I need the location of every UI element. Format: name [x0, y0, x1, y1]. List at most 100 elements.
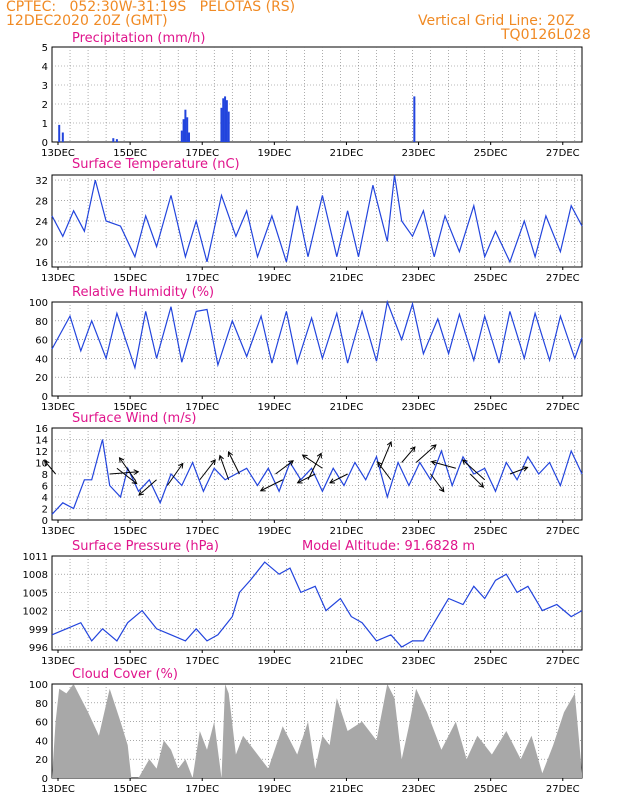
cloud-xtick: 19DEC	[257, 784, 291, 795]
pressure-subtitle: Model Altitude: 91.6828 m	[302, 539, 475, 554]
cloud-ytick: 20	[35, 755, 48, 766]
pressure-xtick: 15DEC	[113, 656, 147, 667]
precip-bar	[227, 111, 230, 142]
precip-bar	[188, 132, 191, 142]
precip-bar	[180, 130, 183, 142]
precip-ytick: 0	[42, 138, 48, 149]
cloud-ytick: 80	[35, 699, 48, 710]
temp-series-line	[51, 174, 583, 264]
wind-ytick: 16	[35, 424, 48, 435]
wind-vector	[509, 466, 528, 475]
wind-ytick: 10	[35, 459, 48, 470]
wind-vector-head	[138, 490, 144, 496]
wind-vector-head	[522, 466, 529, 472]
wind-vector	[377, 461, 392, 481]
pressure-xtick: 23DEC	[402, 656, 436, 667]
rh-ytick: 20	[35, 373, 48, 384]
wind-vector	[166, 463, 184, 486]
wind-vector-head	[430, 460, 437, 466]
run-code: TQ0126L028	[501, 27, 591, 43]
rh-ytick: 0	[42, 392, 48, 403]
wind-ytick: 12	[35, 447, 48, 458]
cloud-ytick: 0	[42, 774, 48, 785]
wind-vector-head	[316, 452, 322, 459]
rh-title: Relative Humidity (%)	[72, 285, 214, 300]
wind-vector	[228, 451, 240, 475]
precip-xtick: 17DEC	[185, 148, 219, 159]
precip-bar	[220, 107, 223, 142]
wind-vector	[297, 473, 316, 484]
wind-ytick: 0	[42, 516, 48, 527]
wind-vector	[401, 446, 416, 463]
wind-vector	[260, 479, 283, 492]
rh-ytick: 100	[29, 298, 48, 309]
pressure-xtick: 27DEC	[546, 656, 580, 667]
precip-ytick: 2	[42, 100, 48, 111]
temp-title: Surface Temperature (nC)	[72, 157, 240, 172]
pressure-xtick: 13DEC	[41, 656, 75, 667]
wind-vector	[44, 460, 56, 475]
temp-xtick: 23DEC	[402, 273, 436, 284]
wind-vector-head	[377, 461, 383, 468]
precip-xtick: 19DEC	[257, 148, 291, 159]
temp-xtick: 25DEC	[474, 273, 508, 284]
pressure-xtick: 21DEC	[330, 656, 364, 667]
precip-bar	[224, 96, 227, 142]
cloud-title: Cloud Cover (%)	[72, 667, 178, 682]
wind-vector	[469, 473, 484, 488]
wind-vector	[462, 459, 485, 481]
rh-xtick: 21DEC	[330, 402, 364, 413]
precip-xtick: 21DEC	[330, 148, 364, 159]
rh-ytick: 40	[35, 354, 48, 365]
wind-vector	[302, 454, 323, 469]
wind-vector-head	[178, 462, 184, 469]
wind-ytick: 8	[42, 470, 48, 481]
temp-xtick: 27DEC	[546, 273, 580, 284]
wind-vector-head	[301, 454, 308, 460]
cloud-xtick: 25DEC	[474, 784, 508, 795]
wind-xtick: 21DEC	[330, 526, 364, 537]
pressure-ytick: 1005	[23, 588, 48, 599]
wind-vector	[431, 461, 456, 469]
precip-title: Precipitation (mm/h)	[72, 31, 205, 46]
precip-bar	[413, 96, 416, 142]
wind-ytick: 14	[35, 436, 48, 447]
temp-xtick: 13DEC	[41, 273, 75, 284]
wind-vector	[119, 457, 136, 481]
pressure-series-line	[51, 561, 583, 648]
cloud-cover-area	[52, 684, 582, 778]
cloud-xtick: 17DEC	[185, 784, 219, 795]
precip-bar	[184, 109, 187, 142]
precip-xtick: 27DEC	[546, 148, 580, 159]
precip-ytick: 5	[42, 43, 48, 54]
precip-ytick: 3	[42, 81, 48, 92]
precip-xtick: 15DEC	[113, 148, 147, 159]
pressure-xtick: 25DEC	[474, 656, 508, 667]
wind-vector-head	[131, 478, 138, 485]
rh-ytick: 80	[35, 317, 48, 328]
wind-xtick: 17DEC	[185, 526, 219, 537]
wind-xtick: 23DEC	[402, 526, 436, 537]
wind-vector-head	[329, 478, 336, 484]
wind-vector	[219, 455, 230, 480]
wind-vector-head	[386, 440, 393, 447]
wind-vector	[199, 459, 216, 481]
temp-ytick: 20	[35, 237, 48, 248]
cloud-ytick: 40	[35, 736, 48, 747]
wind-vector-head	[288, 460, 294, 466]
wind-vector	[109, 471, 139, 475]
wind-ytick: 2	[42, 505, 48, 516]
wind-vector-head	[118, 456, 125, 463]
wind-vector-head	[430, 444, 437, 450]
precip-bar	[225, 100, 228, 142]
wind-vector-head	[478, 482, 485, 488]
wind-vector-head	[210, 459, 216, 465]
temp-xtick: 17DEC	[185, 273, 219, 284]
wind-series-line	[51, 439, 583, 515]
precip-bar	[222, 98, 225, 142]
grid-note: Vertical Grid Line: 20Z	[418, 13, 575, 29]
pressure-ytick: 996	[29, 643, 48, 654]
wind-ytick: 6	[42, 482, 48, 493]
precip-bar	[182, 119, 185, 142]
rh-ytick: 60	[35, 336, 48, 347]
